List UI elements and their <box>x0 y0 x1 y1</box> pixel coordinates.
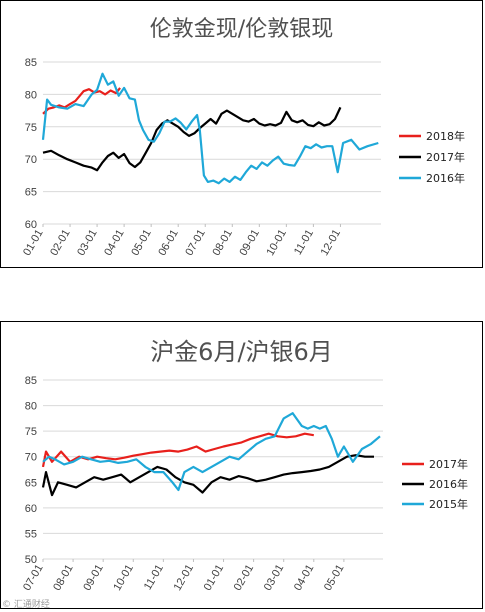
legend-label: 2015年 <box>429 497 468 511</box>
series-line <box>42 106 342 172</box>
chart-panel-shanghai: 沪金6月/沪银6月 50 55 60 65 70 75 80 85 07-01 08-01 09-0… <box>0 321 483 609</box>
y-tick-label: 60 <box>25 503 37 515</box>
series-line <box>41 432 314 468</box>
y-tick-label: 70 <box>25 452 37 464</box>
x-tick-label: 09-01 <box>237 228 261 258</box>
x-tick-label: 10-01 <box>111 563 135 593</box>
series-line <box>42 412 381 492</box>
legend-label: 2017年 <box>429 457 468 471</box>
x-tick-label: 11-01 <box>292 228 316 258</box>
legend-label: 2016年 <box>429 477 468 491</box>
chart-panel-london: 伦敦金现/伦敦银现 60 65 70 75 80 85 01-01 02-01 03-01 04-… <box>0 0 483 268</box>
x-tick-label: 01-01 <box>21 228 45 258</box>
x-tick-label: 05-01 <box>129 228 153 258</box>
x-tick-label: 07-01 <box>183 228 207 258</box>
y-tick-label: 75 <box>25 122 37 134</box>
chart-shanghai-ratio: 50 55 60 65 70 75 80 85 07-01 08-01 09-01 10-01 11-0… <box>21 375 468 593</box>
x-tick-label: 08-01 <box>210 228 234 258</box>
watermark-text: © 汇通财经 <box>2 600 50 610</box>
x-tick-label: 12-01 <box>319 228 343 258</box>
x-tick-label: 02-01 <box>48 228 72 258</box>
y-tick-label: 60 <box>25 219 37 231</box>
x-tick-label: 09-01 <box>81 563 105 593</box>
legend-label: 2018年 <box>426 129 465 143</box>
series-line <box>41 72 379 185</box>
y-tick-label: 65 <box>25 187 37 199</box>
legend-label: 2017年 <box>426 150 465 164</box>
y-tick-label: 80 <box>25 89 37 101</box>
x-tick-label: 03-01 <box>75 228 99 258</box>
y-tick-label: 85 <box>25 375 37 387</box>
x-tick-label: 04-01 <box>102 228 126 258</box>
x-tick-label: 05-01 <box>322 563 346 593</box>
series-line <box>42 87 121 115</box>
x-tick-label: 07-01 <box>21 563 45 593</box>
x-tick-label: 04-01 <box>292 563 316 593</box>
chart-title: 伦敦金现/伦敦银现 <box>149 17 334 42</box>
x-tick-label: 11-01 <box>142 563 166 593</box>
chart-title: 沪金6月/沪银6月 <box>150 338 333 366</box>
y-tick-label: 80 <box>25 401 37 413</box>
y-tick-label: 85 <box>25 57 37 69</box>
y-tick-label: 55 <box>25 528 37 540</box>
y-tick-label: 65 <box>25 477 37 489</box>
legend-label: 2016年 <box>426 171 465 185</box>
y-tick-label: 70 <box>25 154 37 166</box>
x-tick-label: 06-01 <box>156 228 180 258</box>
chart-london-ratio: 60 65 70 75 80 85 01-01 02-01 03-01 04-01 05-01 06-… <box>21 57 465 258</box>
y-tick-label: 75 <box>25 426 37 438</box>
x-tick-label: 03-01 <box>262 563 286 593</box>
x-tick-label: 02-01 <box>232 563 256 593</box>
x-tick-label: 12-01 <box>172 563 196 593</box>
x-tick-label: 10-01 <box>264 228 288 258</box>
series-line <box>41 454 374 497</box>
x-tick-label: 01-01 <box>202 563 226 593</box>
y-tick-label: 50 <box>25 554 37 566</box>
x-tick-label: 08-01 <box>51 563 75 593</box>
